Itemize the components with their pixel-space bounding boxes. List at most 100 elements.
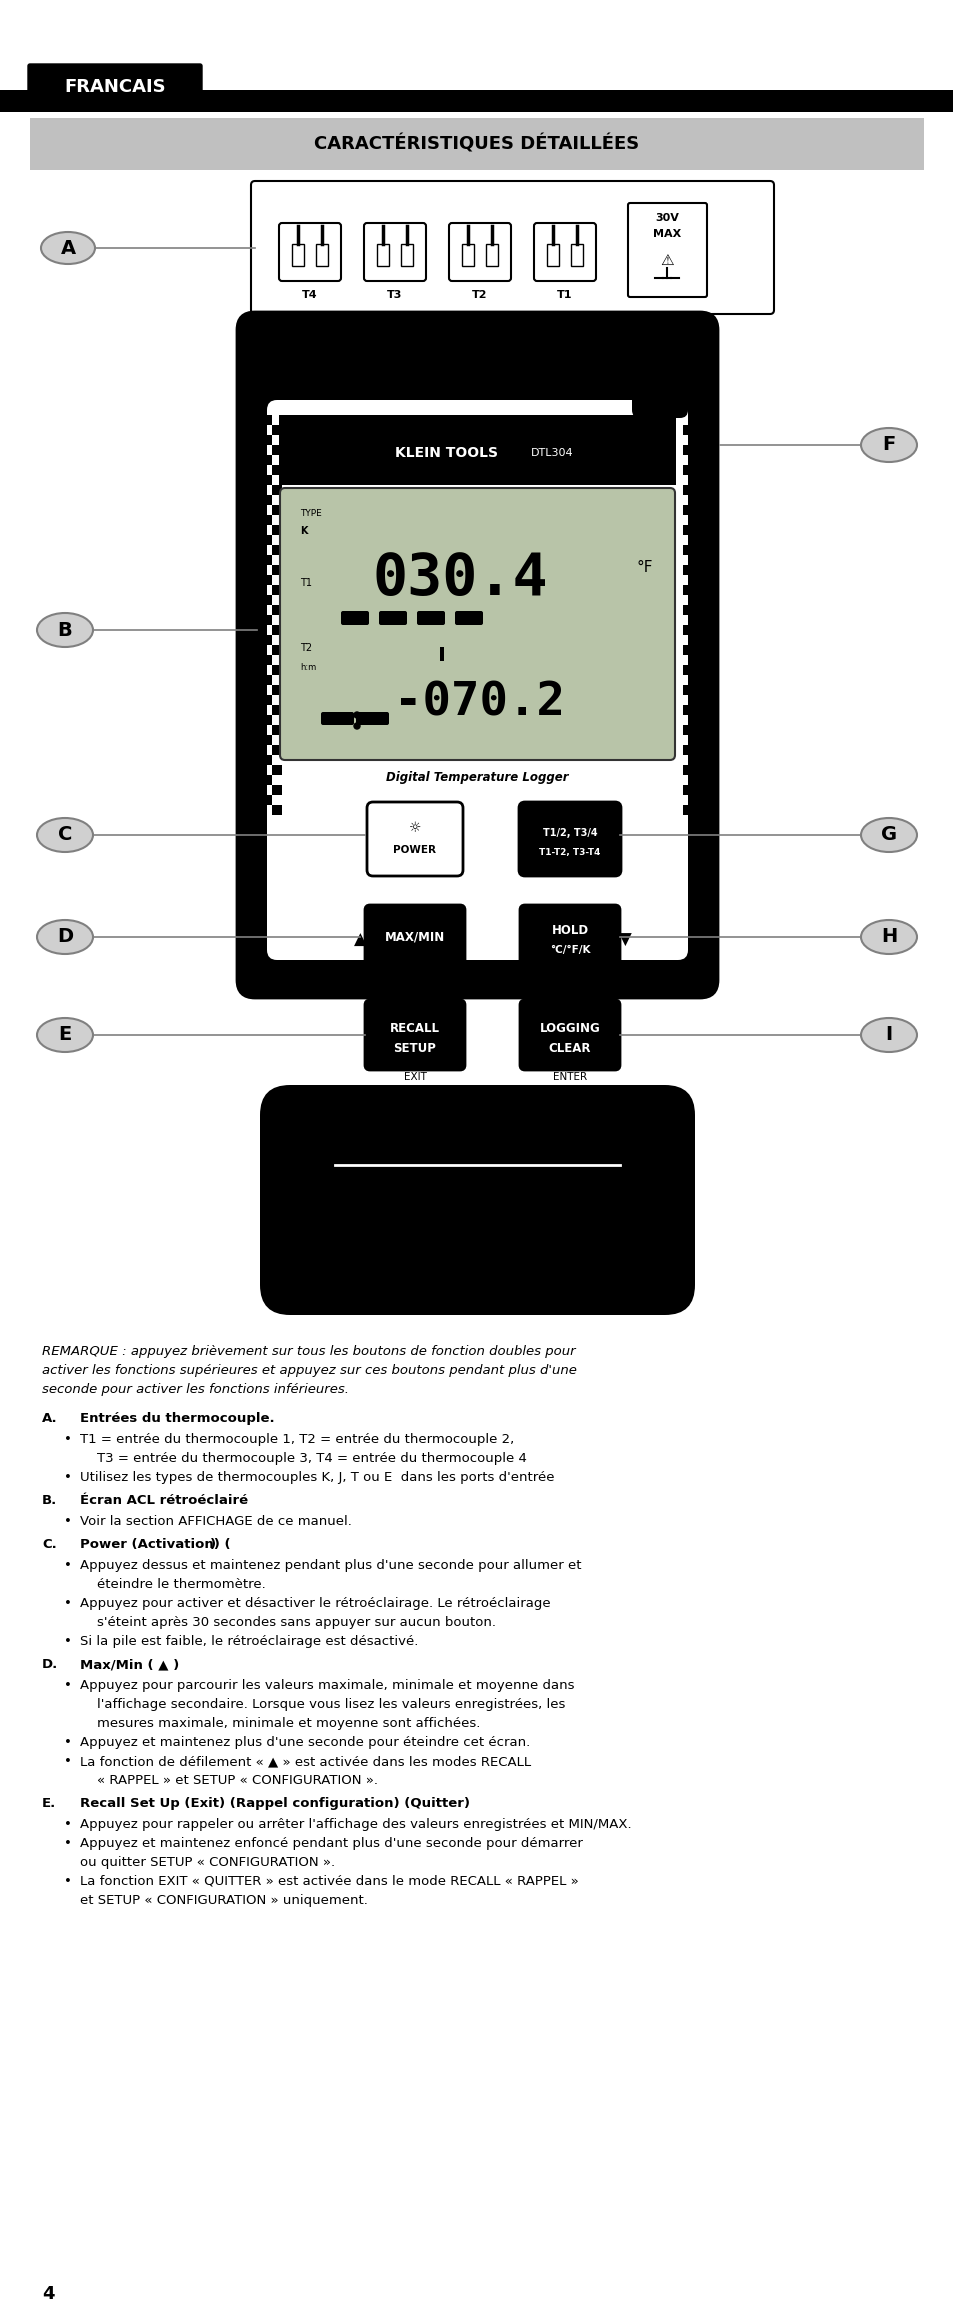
Bar [692, 556, 702, 565]
Bar [262, 635, 272, 644]
Ellipse shape [37, 1017, 92, 1052]
Bar [272, 584, 282, 595]
Bar [692, 755, 702, 765]
Text: MAX: MAX [652, 229, 680, 239]
Bar [262, 475, 272, 484]
Text: T1: T1 [557, 290, 572, 299]
Text: •: • [64, 1819, 71, 1830]
Text: SETUP: SETUP [394, 1043, 436, 1054]
Bar [272, 626, 282, 635]
Text: C: C [58, 825, 72, 843]
Bar [262, 774, 272, 785]
Bar [692, 614, 702, 626]
Circle shape [354, 711, 359, 718]
Bar [262, 674, 272, 686]
Text: E: E [58, 1026, 71, 1045]
FancyBboxPatch shape [355, 711, 374, 725]
Bar [682, 466, 692, 475]
Bar [262, 556, 272, 565]
Text: Power (Activation) (: Power (Activation) ( [80, 1538, 235, 1550]
Bar [262, 454, 272, 466]
Text: C.: C. [42, 1538, 56, 1550]
Bar [272, 505, 282, 514]
Bar [272, 665, 282, 674]
Bar [439, 646, 443, 660]
Bar [692, 475, 702, 484]
Bar [315, 243, 328, 266]
Text: ou quitter SETUP « CONFIGURATION ».: ou quitter SETUP « CONFIGURATION ». [80, 1856, 335, 1870]
Bar [682, 665, 692, 674]
FancyBboxPatch shape [534, 222, 596, 280]
Bar [272, 785, 282, 795]
Text: T1/2, T3/4: T1/2, T3/4 [542, 827, 597, 839]
Text: Max/Min ( ▲ ): Max/Min ( ▲ ) [80, 1659, 179, 1671]
Ellipse shape [861, 920, 916, 955]
Ellipse shape [37, 818, 92, 853]
Text: •: • [64, 1636, 71, 1647]
Bar [682, 445, 692, 454]
Text: Appuyez pour parcourir les valeurs maximale, minimale et moyenne dans: Appuyez pour parcourir les valeurs maxim… [80, 1680, 574, 1691]
Text: Voir la section AFFICHAGE de ce manuel.: Voir la section AFFICHAGE de ce manuel. [80, 1515, 352, 1527]
Text: •: • [64, 1874, 71, 1888]
Text: Recall Set Up (Exit) (Rappel configuration) (Quitter): Recall Set Up (Exit) (Rappel configurati… [80, 1798, 470, 1810]
FancyBboxPatch shape [378, 612, 407, 626]
FancyBboxPatch shape [518, 802, 620, 876]
Text: mesures maximale, minimale et moyenne sont affichées.: mesures maximale, minimale et moyenne so… [97, 1717, 480, 1731]
Bar [262, 535, 272, 544]
Text: T3 = entrée du thermocouple 3, T4 = entrée du thermocouple 4: T3 = entrée du thermocouple 3, T4 = entr… [97, 1453, 526, 1464]
Bar [272, 765, 282, 774]
Text: ▲: ▲ [354, 931, 366, 950]
Text: Écran ACL rétroéclairé: Écran ACL rétroéclairé [80, 1494, 248, 1506]
Bar [682, 605, 692, 614]
Bar [692, 695, 702, 704]
Text: H: H [880, 927, 896, 948]
Text: ▼: ▼ [618, 931, 631, 950]
Bar [692, 674, 702, 686]
FancyBboxPatch shape [365, 1001, 464, 1070]
Bar [262, 795, 272, 804]
Text: HOLD: HOLD [551, 924, 588, 936]
Bar [272, 424, 282, 436]
Text: seconde pour activer les fonctions inférieures.: seconde pour activer les fonctions infér… [42, 1383, 349, 1397]
Bar [692, 436, 702, 445]
Bar [262, 656, 272, 665]
Text: Appuyez dessus et maintenez pendant plus d'une seconde pour allumer et: Appuyez dessus et maintenez pendant plus… [80, 1559, 581, 1571]
Text: Appuyez et maintenez enfoncé pendant plus d'une seconde pour démarrer: Appuyez et maintenez enfoncé pendant plu… [80, 1837, 582, 1849]
Text: CARACTÉRISTIQUES DÉTAILLÉES: CARACTÉRISTIQUES DÉTAILLÉES [314, 134, 639, 153]
Text: •: • [64, 1680, 71, 1691]
Text: TYPE: TYPE [299, 507, 321, 517]
FancyBboxPatch shape [371, 711, 389, 725]
Bar [272, 544, 282, 556]
Bar [692, 774, 702, 785]
Text: LOGGING: LOGGING [539, 1022, 599, 1033]
Text: B: B [57, 621, 72, 639]
FancyBboxPatch shape [274, 329, 679, 410]
Bar [571, 243, 582, 266]
Bar [682, 765, 692, 774]
Bar [692, 734, 702, 746]
Bar [262, 755, 272, 765]
Text: E.: E. [42, 1798, 56, 1810]
Text: Entrées du thermocouple.: Entrées du thermocouple. [80, 1411, 274, 1425]
Text: T3: T3 [387, 290, 402, 299]
Bar [272, 445, 282, 454]
Text: °F: °F [636, 561, 653, 575]
Text: REMARQUE : appuyez brièvement sur tous les boutons de fonction doubles pour: REMARQUE : appuyez brièvement sur tous l… [42, 1344, 575, 1358]
Bar [682, 565, 692, 575]
Bar [272, 804, 282, 816]
FancyBboxPatch shape [519, 1001, 619, 1070]
Text: B.: B. [42, 1494, 57, 1506]
FancyBboxPatch shape [278, 222, 340, 280]
Bar [262, 614, 272, 626]
Bar [692, 415, 702, 424]
Bar [262, 415, 272, 424]
Bar [692, 496, 702, 505]
Text: T1: T1 [299, 577, 312, 589]
Text: F: F [882, 436, 895, 454]
FancyBboxPatch shape [335, 711, 354, 725]
FancyBboxPatch shape [365, 906, 464, 971]
Bar [692, 514, 702, 526]
Text: activer les fonctions supérieures et appuyez sur ces boutons pendant plus d'une: activer les fonctions supérieures et app… [42, 1365, 577, 1376]
Text: ENTER: ENTER [553, 1073, 586, 1082]
Bar [262, 695, 272, 704]
